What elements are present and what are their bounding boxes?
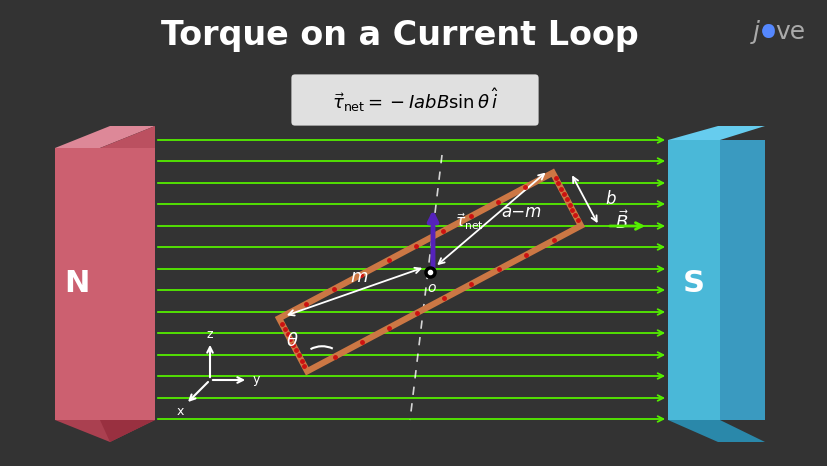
Polygon shape [667, 420, 764, 442]
Text: x: x [176, 405, 184, 418]
Text: o: o [759, 19, 775, 43]
FancyBboxPatch shape [289, 73, 539, 127]
Text: o: o [428, 281, 436, 295]
Polygon shape [100, 126, 155, 148]
Text: a−m: a−m [500, 203, 541, 221]
Text: $\vec{B}$: $\vec{B}$ [614, 211, 629, 233]
Polygon shape [667, 140, 719, 420]
Text: Torque on a Current Loop: Torque on a Current Loop [161, 19, 638, 52]
Polygon shape [667, 126, 764, 140]
Text: $\vec{\tau}_{\rm net}$: $\vec{\tau}_{\rm net}$ [455, 212, 483, 233]
Text: z: z [207, 328, 213, 341]
Polygon shape [100, 420, 155, 442]
Text: ve: ve [774, 20, 804, 44]
Text: $\theta$: $\theta$ [285, 332, 299, 350]
Polygon shape [100, 148, 155, 420]
Circle shape [762, 26, 772, 36]
Polygon shape [55, 148, 100, 420]
Text: j: j [752, 20, 759, 44]
Text: b: b [605, 190, 615, 208]
Polygon shape [55, 420, 155, 442]
Text: S: S [682, 269, 704, 299]
Text: $\vec{\tau}_{\rm net} = -IabB\sin\theta\,\hat{i}$: $\vec{\tau}_{\rm net} = -IabB\sin\theta\… [331, 86, 498, 114]
Polygon shape [719, 140, 764, 420]
Text: m: m [351, 268, 368, 286]
Text: N: N [65, 269, 89, 299]
Polygon shape [55, 126, 155, 148]
Text: y: y [252, 374, 260, 386]
